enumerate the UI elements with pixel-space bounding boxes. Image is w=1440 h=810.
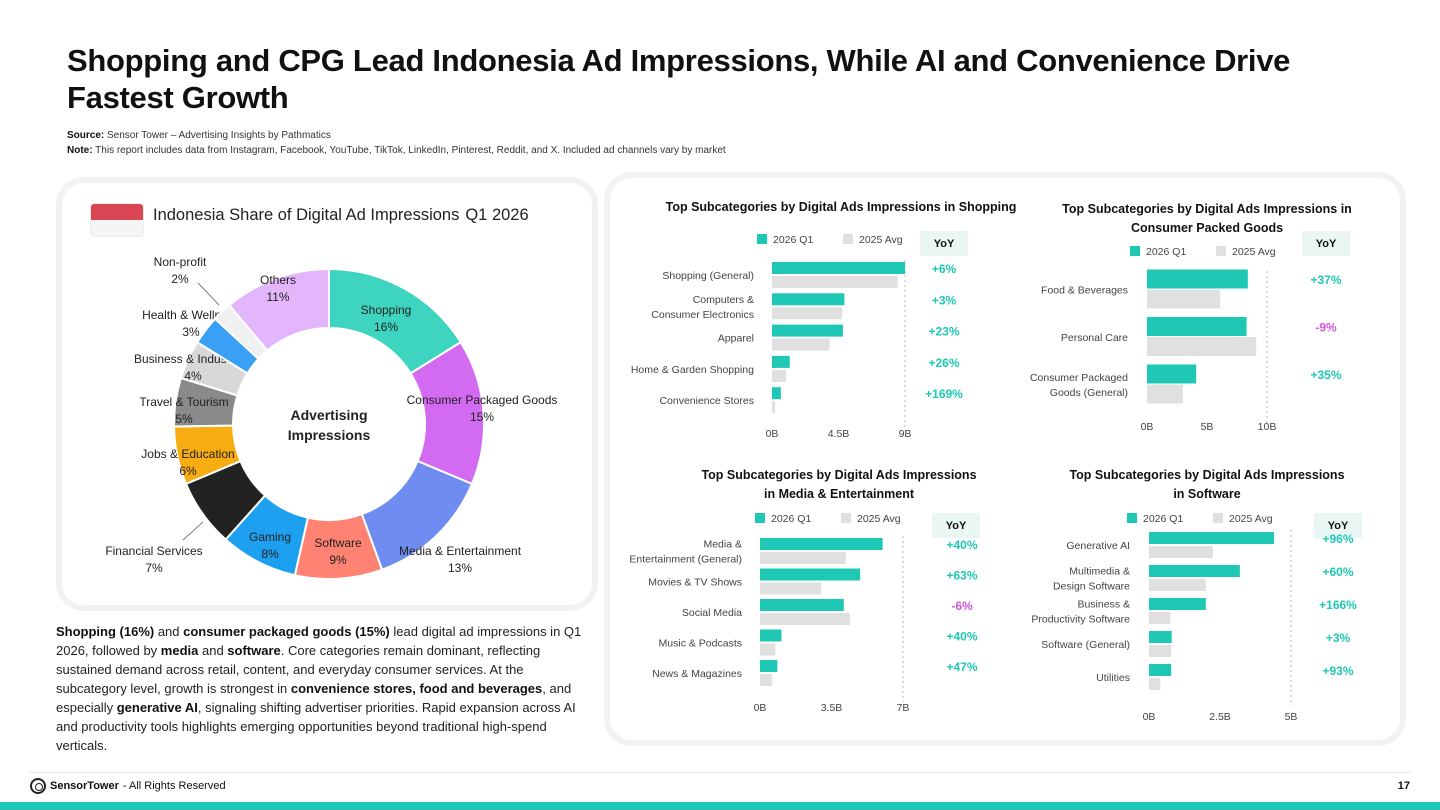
note-text: This report includes data from Instagram…: [95, 145, 726, 156]
footer-brand: Sensor Tower - All Rights Reserved: [30, 778, 226, 794]
sensor-tower-logo-icon: [30, 778, 46, 794]
brand-name-a: Sensor: [50, 780, 88, 792]
pie-card: [62, 183, 592, 605]
summary-span: . Core categories remain dominant, refle…: [56, 643, 541, 696]
page-number: 17: [1397, 780, 1410, 792]
pie-title-text: Indonesia Share of Digital Ad Impression…: [153, 206, 460, 224]
summary-bold: software: [227, 643, 281, 658]
summary-bold: media: [160, 643, 199, 658]
summary-span: lead digital ad impressions in Q1 2026, …: [56, 624, 582, 658]
source-line: Source: Sensor Tower – Advertising Insig…: [67, 130, 331, 141]
page-title: Shopping and CPG Lead Indonesia Ad Impre…: [67, 43, 1291, 115]
summary-span: and: [154, 624, 184, 639]
summary-bold: consumer packaged goods (15%): [183, 624, 390, 639]
summary-bold: Shopping (16%): [56, 624, 155, 639]
summary-span: , and especially: [56, 681, 572, 715]
source-label: Source:: [67, 130, 105, 141]
footer-divider: [28, 772, 1412, 773]
summary-bold: generative AI: [116, 700, 198, 715]
summary-bold: convenience stores, food and beverages: [290, 681, 543, 696]
source-text: Sensor Tower – Advertising Insights by P…: [107, 130, 331, 141]
bars-card: [610, 178, 1400, 740]
summary-span: , signaling shifting advertiser prioriti…: [56, 700, 576, 753]
brand-name-b: Tower: [87, 780, 119, 792]
pie-title: Indonesia Share of Digital Ad Impression…: [153, 206, 529, 225]
note-label: Note:: [67, 145, 93, 156]
summary-span: and: [198, 643, 228, 658]
rights-text: - All Rights Reserved: [122, 780, 226, 792]
indonesia-flag-icon: [91, 204, 143, 236]
pie-period: Q1 2026: [465, 206, 529, 224]
footer-accent-bar: [0, 802, 1440, 810]
note-line: Note: This report includes data from Ins…: [67, 145, 726, 156]
summary-text: Shopping (16%) and consumer packaged goo…: [56, 622, 596, 755]
